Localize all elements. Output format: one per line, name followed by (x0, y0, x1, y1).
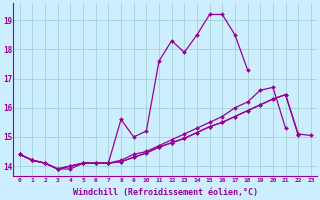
X-axis label: Windchill (Refroidissement éolien,°C): Windchill (Refroidissement éolien,°C) (73, 188, 258, 197)
